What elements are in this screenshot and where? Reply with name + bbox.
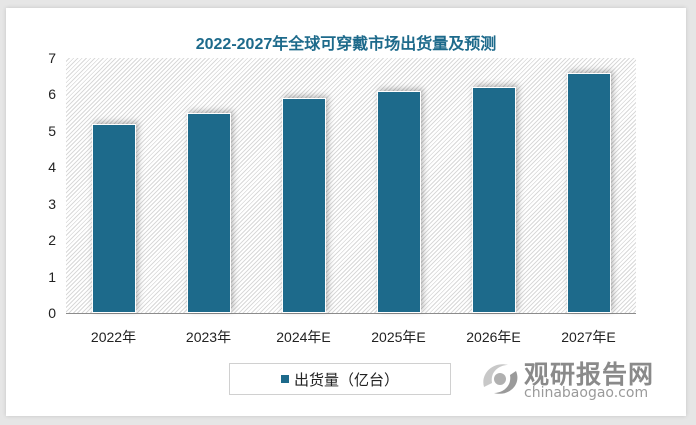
plot-area [66, 58, 636, 313]
x-tick-label: 2023年 [185, 329, 232, 345]
x-tick-label: 2025年E [371, 329, 426, 345]
y-tick-label: 0 [48, 305, 56, 321]
y-tick-label: 3 [48, 195, 56, 212]
x-tick-label: 2026年E [466, 329, 521, 345]
y-tick-label: 7 [48, 50, 56, 66]
x-tick-label: 2027年E [561, 329, 616, 345]
bar [91, 123, 136, 313]
bar [281, 98, 326, 313]
legend-label: 出货量（亿台） [293, 371, 399, 389]
bar [471, 87, 516, 313]
bar [566, 72, 611, 313]
bar [376, 90, 421, 313]
x-tick-label: 2022年 [90, 329, 137, 345]
chart-title: 2022-2027年全球可穿戴市场出货量及预测 [195, 36, 497, 53]
watermark-cn: 观研报告网 [524, 361, 655, 389]
y-tick-label: 2 [48, 232, 56, 249]
watermark-en: chinabaogao.com [524, 385, 649, 401]
watermark: 观研报告网 chinabaogao.com [478, 355, 668, 405]
legend-swatch [280, 375, 289, 383]
legend: 出货量（亿台） [229, 363, 451, 395]
y-tick-label: 1 [48, 268, 56, 285]
x-tick-label: 2024年E [276, 329, 331, 345]
y-tick-label: 4 [48, 159, 56, 176]
chinabaogao-logo-icon [483, 364, 518, 394]
x-axis-line [66, 313, 636, 314]
y-tick-label: 6 [48, 86, 56, 103]
y-tick-label: 5 [48, 122, 56, 139]
bar [186, 112, 231, 313]
